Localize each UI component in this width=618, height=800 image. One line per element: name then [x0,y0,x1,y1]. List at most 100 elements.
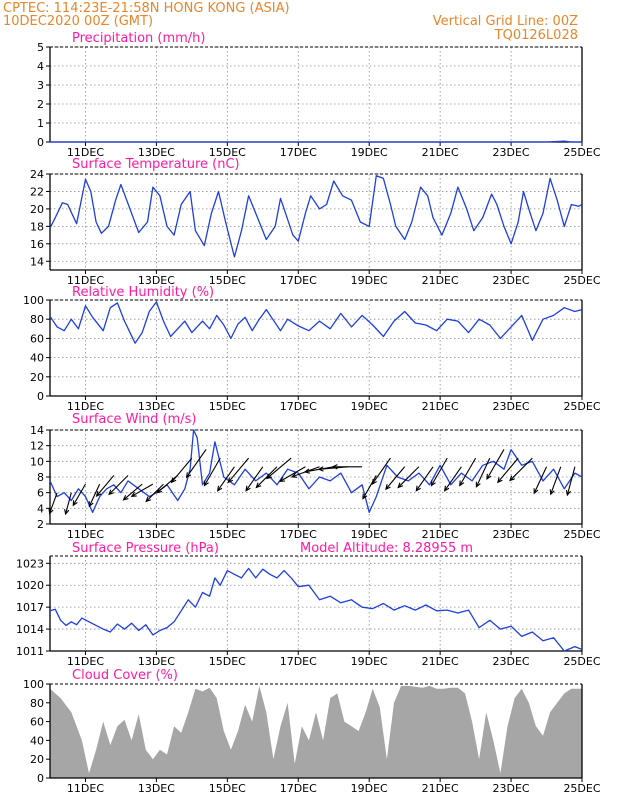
x-tick-label: 15DEC [209,782,246,795]
wind-barb-shaft [279,466,306,482]
x-tick-label: 25DEC [563,655,600,668]
temp-title: Surface Temperature (nC) [72,157,240,172]
wind-barb-shaft [65,492,72,515]
precip-title: Precipitation (mm/h) [72,31,205,46]
y-tick-label: 2 [37,98,44,111]
wind-barb-head [385,484,391,491]
wind-barb-shaft [123,483,143,501]
y-tick-label: 5 [37,41,44,54]
wind-barb-shaft [145,483,164,502]
wind-barb [459,457,477,487]
x-tick-label: 23DEC [493,146,530,159]
y-tick-label: 6 [37,487,44,500]
y-tick-label: 16 [30,238,44,251]
wind-barb-head [533,488,539,495]
wind-barb [88,483,101,508]
y-tick-label: 80 [30,697,44,710]
y-tick-label: 1020 [16,579,44,592]
wind-barb [565,466,576,497]
x-tick-label: 25DEC [563,528,600,541]
y-tick-label: 2 [37,518,44,531]
wind-barb [255,466,278,489]
wind-barb-head [549,489,555,496]
wind-barb [430,457,448,487]
x-tick-label: 17DEC [280,400,317,413]
x-tick-label: 17DEC [280,528,317,541]
wind-barb-shaft [415,466,434,492]
y-tick-label: 0 [37,772,44,785]
wind-barb-head [317,466,324,472]
header-run-date: 10DEC2020 00Z (GMT) [3,14,153,29]
wind-barb-shaft [186,449,207,478]
wind-title: Surface Wind (m/s) [72,412,196,427]
wind-barb [549,466,562,496]
wind-barb-head [497,477,503,484]
wind-barb-shaft [49,492,58,514]
header-model-id: TQ0126L028 [494,28,578,43]
wind-barb-head [88,501,94,508]
wind-barb-head [565,489,572,497]
x-tick-label: 19DEC [351,528,388,541]
wind-barb-shaft [217,466,235,492]
y-tick-label: 4 [37,60,44,73]
wind-barb-shaft [459,457,477,486]
x-tick-label: 15DEC [209,146,246,159]
x-tick-label: 13DEC [138,782,175,795]
x-tick-label: 25DEC [563,146,600,159]
y-tick-label: 1014 [16,623,44,636]
wind-barb-shaft [497,457,519,483]
x-tick-label: 15DEC [209,655,246,668]
header-grid-info: Vertical Grid Line: 00Z [433,14,578,29]
wind-barb-shaft [566,466,576,496]
wind-barb-head [245,485,251,492]
wind-barb [108,475,129,496]
wind-barb-shaft [430,457,448,486]
wind-barb [122,483,143,501]
wind-barb-head [170,477,177,484]
y-tick-label: 14 [30,424,44,437]
x-tick-label: 19DEC [351,274,388,287]
wind-barb [331,464,363,470]
wind-barb [362,475,377,500]
cloud-panel: 0 20 40 60 80 100 11DEC 13DEC 15DEC 17DEC 19DEC 21D… [23,668,601,795]
cloud-title: Cloud Cover (%) [72,668,178,683]
x-tick-label: 21DEC [422,528,459,541]
y-tick-label: 20 [30,203,44,216]
wind-barb [509,457,533,482]
wind-barb-head [72,500,78,507]
wind-barb-shaft [266,457,292,479]
wind-barb [278,466,306,483]
y-tick-label: 40 [30,734,44,747]
y-tick-label: 12 [30,440,44,453]
wind-barb [64,492,72,516]
wind-barb-shaft [131,483,154,497]
x-tick-label: 11DEC [67,528,104,541]
x-tick-label: 15DEC [209,528,246,541]
wind-barb [486,449,505,480]
temp-panel: 14 16 18 20 22 24 11DEC 13DEC 15DEC 17DEC 19DEC 21D… [30,157,601,287]
x-tick-label: 11DEC [67,782,104,795]
wind-barb-shaft [486,449,505,480]
wind-barb [185,449,207,479]
x-tick-label: 21DEC [422,274,459,287]
x-tick-label: 11DEC [67,655,104,668]
wind-barb-head [265,473,272,480]
y-tick-label: 40 [30,352,44,365]
wind-barb [533,466,548,495]
x-tick-label: 13DEC [138,655,175,668]
wind-barb-shaft [108,475,129,495]
y-tick-label: 100 [23,678,44,691]
x-tick-label: 23DEC [493,782,530,795]
wind-barb-head [397,482,404,489]
wind-barb-head [459,480,465,487]
wind-barb-shaft [245,466,264,492]
temp-series-line [49,175,583,258]
x-tick-label: 11DEC [67,146,104,159]
y-tick-label: 18 [30,220,44,233]
wind-barb-head [130,491,137,497]
wind-barb-head [216,485,223,492]
x-tick-label: 25DEC [563,782,600,795]
precip-panel: 0 1 2 3 4 5 11DEC 13DEC 15DEC 17DEC 19DEC 21DEC 23DE… [37,31,601,159]
wind-barb-head [443,485,450,492]
